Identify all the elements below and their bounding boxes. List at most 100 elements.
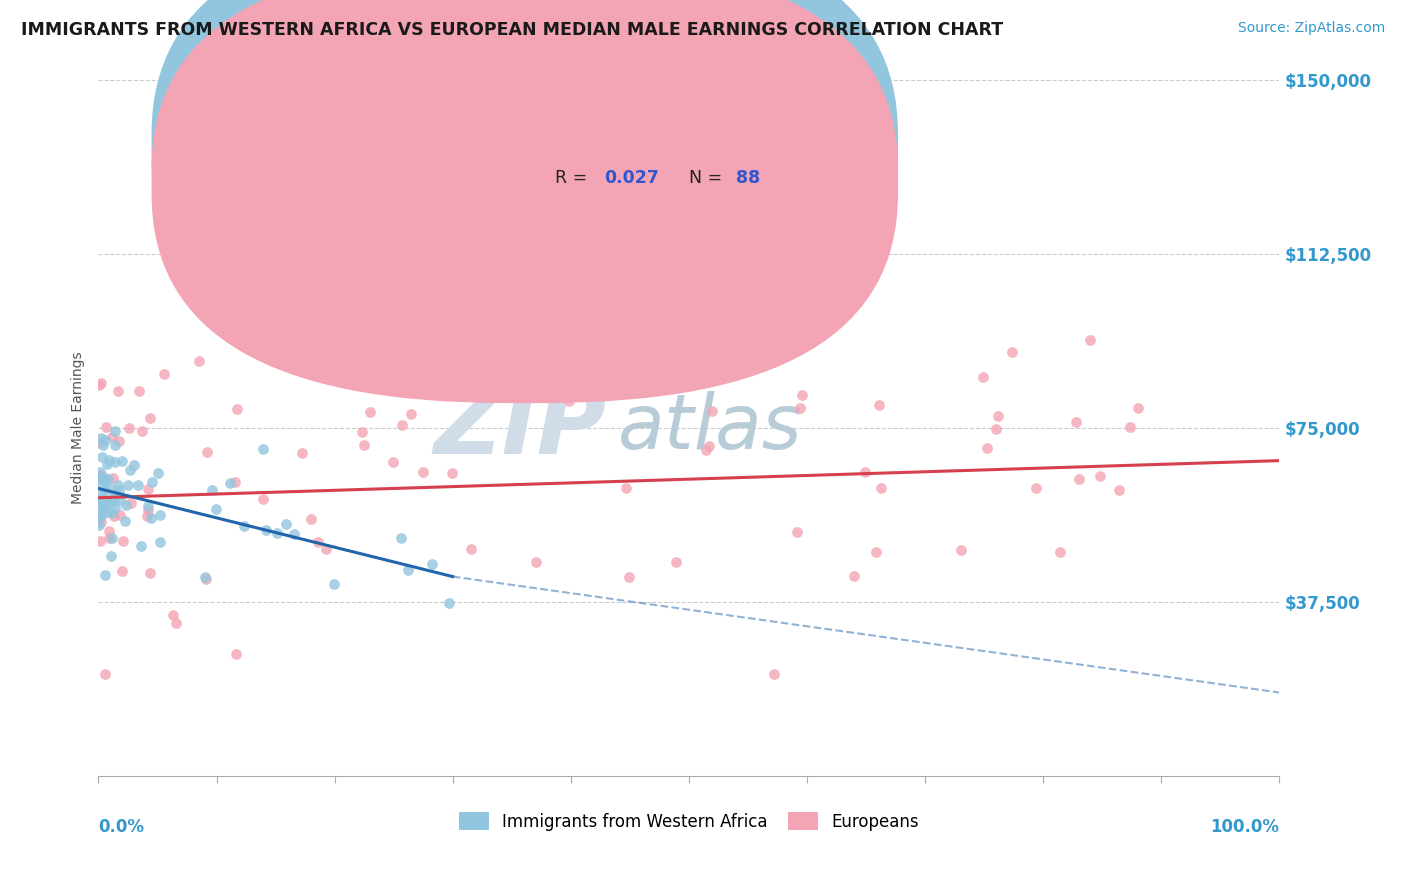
Point [136, 482, 159, 496]
Point [274, 517, 297, 532]
Y-axis label: Median Male Earnings: Median Male Earnings [70, 351, 84, 505]
Point [353, 438, 375, 452]
Point [139, 566, 162, 581]
Point [162, 608, 184, 623]
Point [225, 402, 247, 417]
Point [842, 569, 865, 583]
Point [97, 472, 120, 486]
Point [93, 433, 115, 447]
Text: R =: R = [555, 134, 593, 152]
Point [100, 492, 122, 507]
Point [396, 563, 419, 577]
Point [1108, 483, 1130, 497]
Point [697, 439, 720, 453]
Point [1118, 420, 1140, 434]
Point [266, 525, 288, 540]
Point [101, 430, 124, 444]
Point [94, 483, 117, 497]
Point [619, 569, 641, 583]
Point [110, 508, 132, 522]
Point [111, 453, 134, 467]
Point [700, 404, 723, 418]
Point [984, 422, 1007, 436]
Point [97, 524, 120, 538]
Point [91, 450, 114, 464]
Point [1069, 472, 1091, 486]
Point [855, 465, 877, 479]
Text: R =: R = [555, 169, 593, 186]
Point [127, 478, 149, 492]
Point [114, 498, 136, 512]
Point [94, 420, 117, 434]
Point [89, 378, 111, 392]
Point [139, 410, 162, 425]
Point [146, 467, 169, 481]
Point [120, 463, 142, 477]
Point [117, 478, 139, 492]
Point [131, 424, 153, 438]
Point [399, 407, 422, 421]
Point [195, 573, 218, 587]
Point [89, 465, 111, 479]
Point [201, 483, 224, 498]
Point [90, 499, 112, 513]
Point [107, 384, 129, 398]
Point [96, 457, 118, 471]
Point [90, 431, 112, 445]
Point [91, 484, 114, 499]
Text: N =: N = [689, 169, 723, 186]
Point [107, 477, 129, 491]
Point [110, 492, 132, 507]
Point [122, 458, 145, 473]
Point [254, 524, 277, 538]
Point [558, 393, 581, 408]
FancyBboxPatch shape [152, 0, 898, 403]
Text: 70: 70 [737, 134, 761, 152]
Point [524, 555, 547, 569]
Point [114, 514, 136, 528]
Point [100, 495, 122, 509]
Point [360, 405, 382, 419]
Point [104, 486, 127, 500]
Point [89, 470, 111, 484]
Point [94, 471, 117, 485]
Text: IMMIGRANTS FROM WESTERN AFRICA VS EUROPEAN MEDIAN MALE EARNINGS CORRELATION CHAR: IMMIGRANTS FROM WESTERN AFRICA VS EUROPE… [21, 21, 1004, 38]
Point [350, 425, 373, 440]
Point [94, 667, 117, 681]
Point [93, 473, 115, 487]
Point [1090, 469, 1112, 483]
Point [673, 348, 696, 362]
Point [100, 549, 122, 563]
Point [100, 506, 122, 520]
Point [252, 491, 274, 506]
Point [422, 557, 444, 571]
Point [89, 508, 111, 522]
Point [93, 568, 115, 582]
Text: atlas: atlas [619, 392, 803, 465]
Point [624, 349, 647, 363]
Point [87, 435, 110, 450]
Text: -0.443: -0.443 [605, 134, 666, 152]
Point [315, 541, 337, 556]
Point [291, 446, 314, 460]
Point [283, 527, 305, 541]
Text: ZIP: ZIP [433, 382, 606, 475]
Point [451, 337, 474, 351]
Point [1049, 545, 1071, 559]
Point [976, 441, 998, 455]
Point [307, 534, 329, 549]
Point [153, 367, 176, 381]
Point [252, 442, 274, 456]
Point [1001, 345, 1024, 359]
Point [460, 541, 482, 556]
Point [382, 455, 405, 469]
Point [103, 508, 125, 523]
Point [107, 434, 129, 448]
Point [90, 492, 112, 507]
Point [91, 438, 114, 452]
Point [91, 496, 114, 510]
Point [90, 515, 112, 529]
Point [322, 576, 344, 591]
Point [104, 455, 127, 469]
Text: N =: N = [689, 134, 723, 152]
